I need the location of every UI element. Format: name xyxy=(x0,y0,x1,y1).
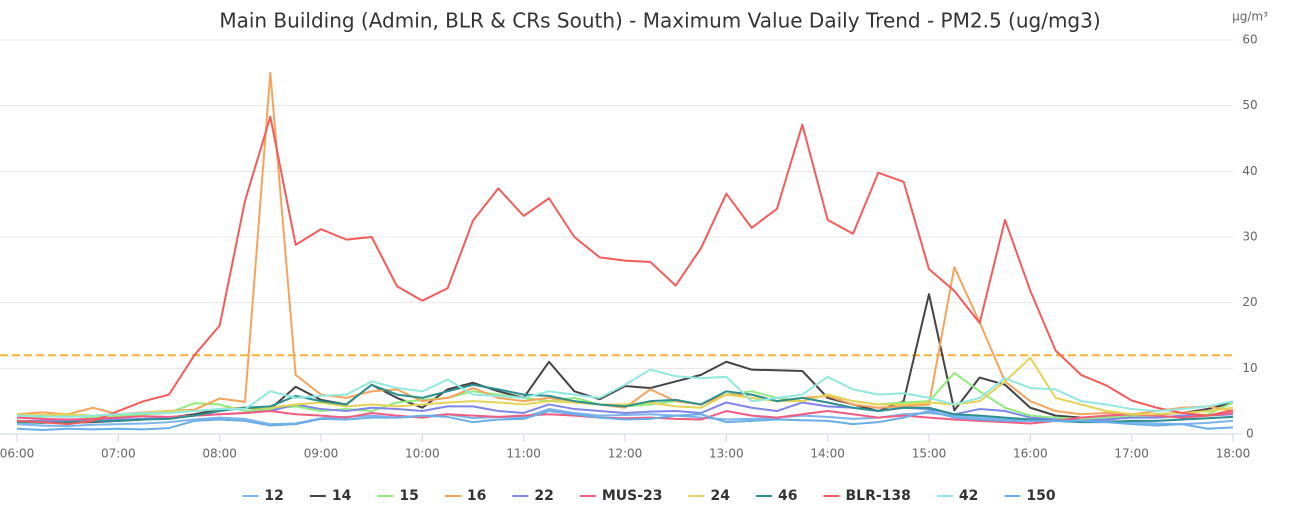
x-tick-label: 07:00 xyxy=(101,447,136,461)
x-tick-label: 11:00 xyxy=(506,447,541,461)
y-axis-label: μg/m³ xyxy=(1232,10,1268,24)
legend-label: 46 xyxy=(778,488,797,504)
y-tick-label: 10 xyxy=(1242,361,1257,375)
series-line xyxy=(16,410,1234,432)
legend-label: 150 xyxy=(1026,488,1055,504)
legend-label: 22 xyxy=(534,488,553,504)
series-line xyxy=(16,71,1234,416)
series-line xyxy=(16,410,1234,425)
x-tick-label: 13:00 xyxy=(709,447,744,461)
y-tick-label: 20 xyxy=(1242,295,1257,309)
legend-label: 24 xyxy=(711,488,731,504)
legend-label: 12 xyxy=(264,488,283,504)
legend-label: 42 xyxy=(959,488,978,504)
y-tick-label: 50 xyxy=(1242,98,1257,112)
x-tick-label: 08:00 xyxy=(202,447,237,461)
x-tick-label: 06:00 xyxy=(0,447,34,461)
y-tick-label: 40 xyxy=(1242,164,1257,178)
legend-label: BLR-138 xyxy=(845,488,910,504)
x-tick-label: 16:00 xyxy=(1013,447,1048,461)
x-tick-label: 18:00 xyxy=(1216,447,1251,461)
y-tick-label: 60 xyxy=(1242,33,1257,47)
series-line xyxy=(16,383,1234,424)
legend-label: 16 xyxy=(467,488,486,504)
legend-label: 15 xyxy=(399,488,418,504)
chart-title: Main Building (Admin, BLR & CRs South) -… xyxy=(219,9,1100,33)
x-tick-label: 09:00 xyxy=(304,447,339,461)
x-tick-label: 15:00 xyxy=(912,447,947,461)
legend-label: MUS-23 xyxy=(602,488,663,504)
legend-label: 14 xyxy=(332,488,352,504)
x-tick-label: 14:00 xyxy=(810,447,845,461)
legend: 12 14 15 16 22 MUS-23 24 46 BLR-138 42 150 xyxy=(242,488,1056,504)
y-tick-label: 30 xyxy=(1242,230,1257,244)
x-tick-label: 17:00 xyxy=(1114,447,1149,461)
x-tick-label: 10:00 xyxy=(405,447,440,461)
y-tick-label: 0 xyxy=(1246,427,1254,441)
series-line xyxy=(16,115,1234,426)
x-tick-label: 12:00 xyxy=(608,447,643,461)
series-line xyxy=(16,368,1234,418)
